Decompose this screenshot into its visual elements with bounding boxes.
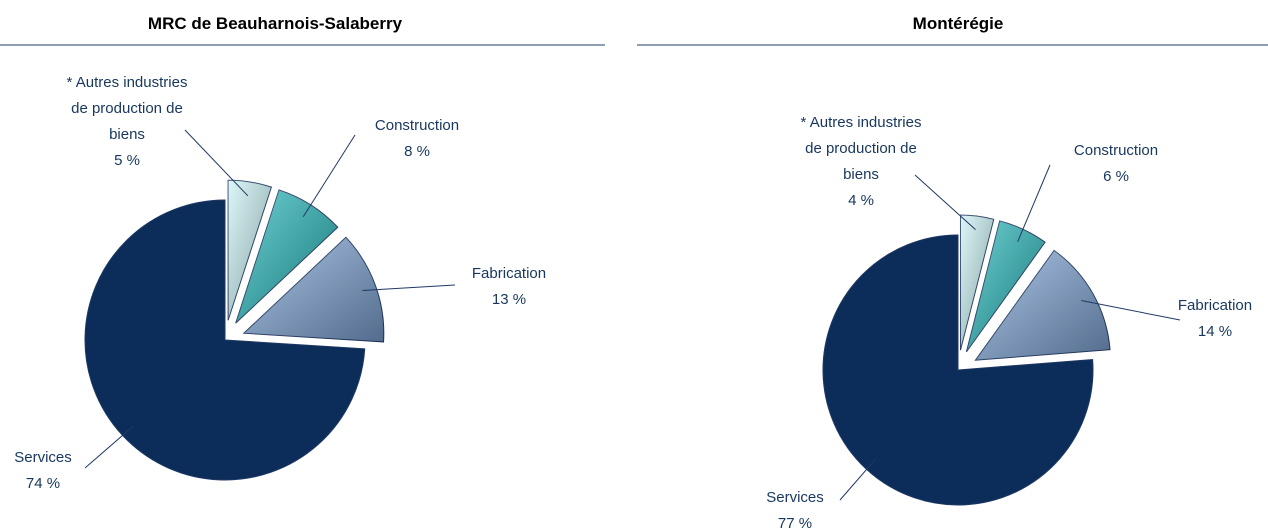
value-label: 14 % [1197,323,1233,340]
value-label: 4 % [848,192,874,209]
leader-line [914,174,976,230]
leader-line [839,458,876,501]
leader-line [1017,164,1051,242]
category-label: Construction [1073,142,1159,159]
chart-title: Montérégie [912,14,1004,33]
category-label: Fabrication [471,265,547,282]
slice-label: Fabrication 14 % [1150,293,1268,345]
slice-label: Construction 8 % [352,113,482,165]
leader-line [1081,300,1181,321]
slice-label: * Autres industries de production de bie… [62,70,192,174]
category-label: * Autres industries de production de bie… [66,74,188,143]
pie-slice [84,199,366,481]
value-label: 8 % [404,143,430,160]
leader-line [184,129,249,197]
category-label: * Autres industries de production de bie… [800,114,922,183]
slice-label: Construction 6 % [1051,138,1181,190]
category-label: Construction [374,117,460,134]
value-label: 6 % [1103,168,1129,185]
value-label: 74 % [25,475,61,492]
slice-label: * Autres industries de production de bie… [796,110,926,214]
leader-line [84,425,134,469]
category-label: Services [766,489,824,506]
slice-label: Fabrication 13 % [444,261,574,313]
slice-label: Services 77 % [730,485,860,532]
value-label: 5 % [114,152,140,169]
category-label: Fabrication [1177,297,1253,314]
slice-label: Services 74 % [0,445,108,497]
value-label: 13 % [491,291,527,308]
category-label: Services [14,449,72,466]
leader-line [362,284,456,292]
value-label: 77 % [777,515,813,532]
chart-title: MRC de Beauharnois-Salaberry [147,14,403,33]
leader-line [302,134,356,217]
